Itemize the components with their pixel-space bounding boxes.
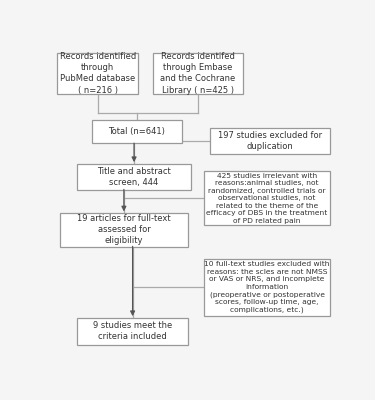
FancyBboxPatch shape <box>77 318 188 345</box>
Text: Records identifed
through Embase
and the Cochrane
Library ( n=425 ): Records identifed through Embase and the… <box>160 52 236 94</box>
Text: 19 articles for full-text
assessed for
eligibility: 19 articles for full-text assessed for e… <box>77 214 171 245</box>
FancyBboxPatch shape <box>210 128 330 154</box>
FancyBboxPatch shape <box>92 120 182 144</box>
FancyBboxPatch shape <box>153 53 243 94</box>
FancyBboxPatch shape <box>77 164 191 190</box>
Text: Records identified
through
PubMed database
( n=216 ): Records identified through PubMed databa… <box>60 52 136 94</box>
Text: 197 studies excluded for
duplication: 197 studies excluded for duplication <box>218 131 322 151</box>
Text: Title and abstract
screen, 444: Title and abstract screen, 444 <box>97 166 171 187</box>
FancyBboxPatch shape <box>60 213 188 247</box>
Text: 10 full-text studies excluded with
reasons: the scles are not NMSS
or VAS or NRS: 10 full-text studies excluded with reaso… <box>204 262 330 314</box>
FancyBboxPatch shape <box>204 171 330 225</box>
FancyBboxPatch shape <box>204 259 330 316</box>
Text: 9 studies meet the
criteria included: 9 studies meet the criteria included <box>93 321 172 342</box>
FancyBboxPatch shape <box>57 53 138 94</box>
Text: Total (n=641): Total (n=641) <box>108 128 165 136</box>
Text: 425 studies irrelevant with
reasons:animal studies, not
randomized, controlled t: 425 studies irrelevant with reasons:anim… <box>206 173 328 224</box>
